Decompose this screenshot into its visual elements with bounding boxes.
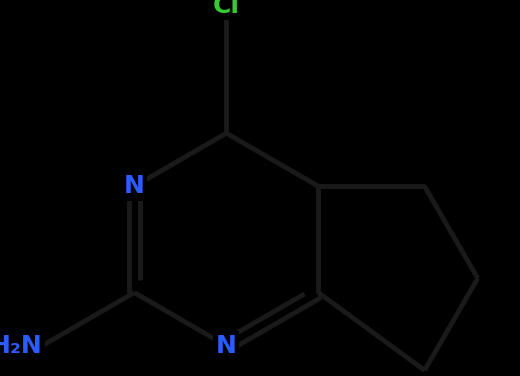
Text: H₂N: H₂N: [0, 334, 42, 358]
Text: Cl: Cl: [213, 0, 240, 18]
Text: N: N: [216, 334, 237, 358]
Text: N: N: [124, 174, 145, 198]
